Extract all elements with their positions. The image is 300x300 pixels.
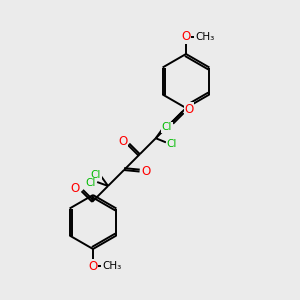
Text: O: O	[88, 260, 98, 273]
Text: O: O	[184, 103, 194, 116]
Text: Cl: Cl	[91, 170, 101, 180]
Text: O: O	[118, 135, 127, 148]
Text: Cl: Cl	[85, 178, 95, 188]
Text: O: O	[70, 182, 80, 195]
Text: O: O	[182, 30, 190, 43]
Text: Cl: Cl	[167, 139, 177, 148]
Text: Cl: Cl	[162, 122, 172, 132]
Text: O: O	[142, 165, 151, 178]
Text: CH₃: CH₃	[195, 32, 214, 42]
Text: CH₃: CH₃	[102, 261, 121, 272]
